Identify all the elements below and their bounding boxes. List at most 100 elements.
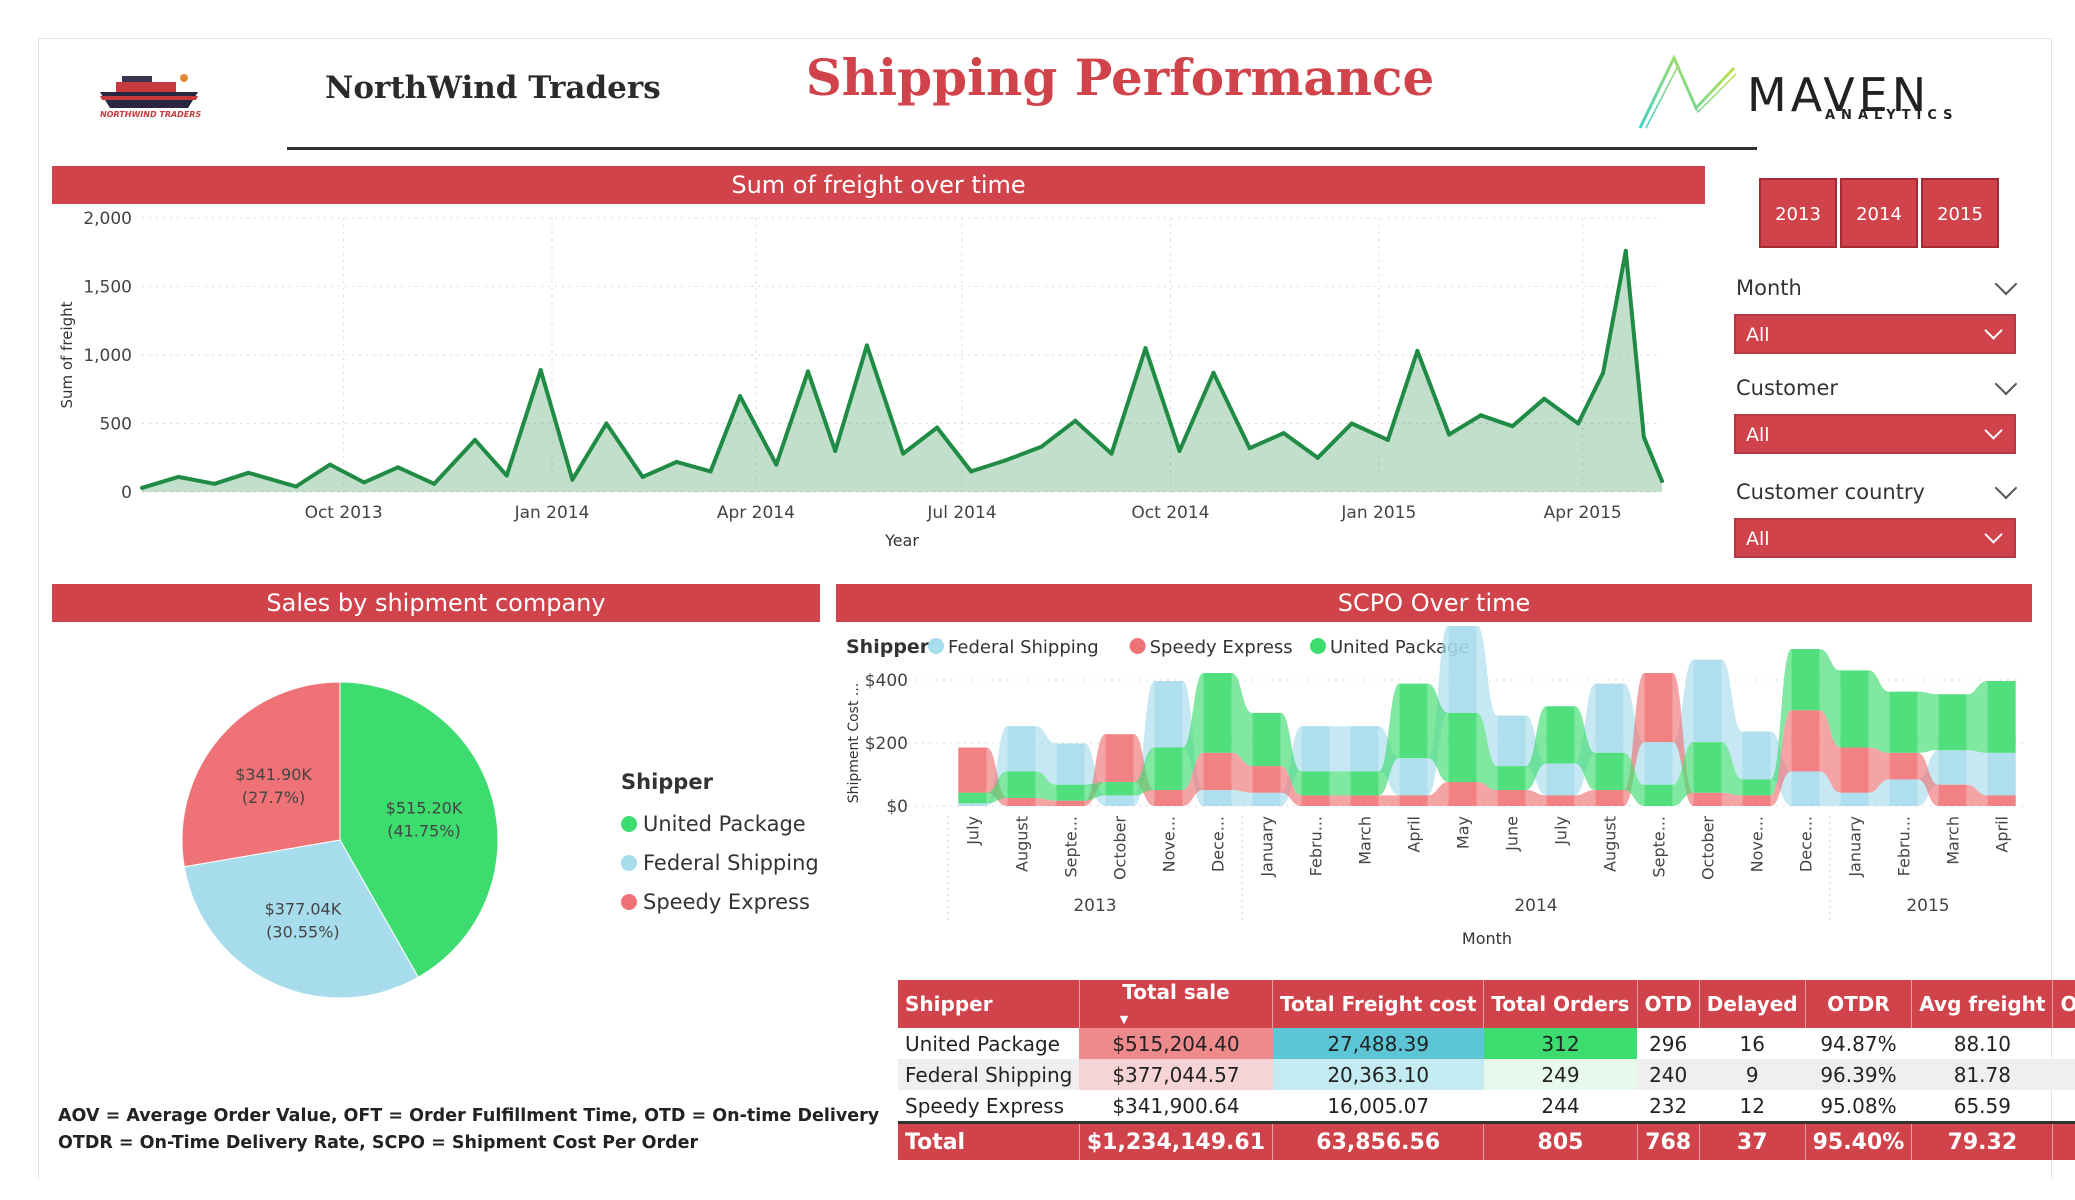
maven-logo-text: MAVEN (1747, 68, 1931, 122)
scpo-ribbon-united-package (1329, 771, 1351, 796)
pie-slice-federal-shipping (183, 839, 420, 999)
legend-dot (621, 854, 637, 871)
freight-point (432, 481, 437, 486)
scpo-ribbon-speedy-express (1280, 766, 1302, 806)
year-group-label: 2013 (1073, 896, 1116, 916)
freight-point (969, 469, 974, 474)
year-group-label: 2015 (1906, 896, 1949, 916)
scpo-ribbon-speedy-express (1378, 795, 1400, 806)
y-tick-label: 1,500 (83, 278, 132, 298)
sales-pie-chart[interactable]: $515.20K (41.75%) $377.04K (30.55%) $341.90K… (170, 670, 510, 1010)
sales-chart-title: Sales by shipment company (52, 584, 820, 622)
dashboard-frame (38, 38, 2052, 1179)
x-tick-label: Febru... (1895, 816, 1914, 876)
year-button-2015[interactable]: 2015 (1921, 178, 1999, 248)
scpo-ribbon-united-package (1427, 683, 1449, 783)
freight-point (361, 480, 366, 485)
table-cell: 96.39% (1805, 1059, 1912, 1090)
scpo-bar-speedy-express (1693, 792, 1722, 806)
month-slicer-label: Month (1736, 276, 1802, 300)
col-header-otdr[interactable]: OTDR (1805, 980, 1913, 1028)
legend-label: United Package (643, 811, 806, 836)
freight-point (640, 474, 645, 479)
freight-line-chart[interactable]: 2,000 1,500 1,000 500 0 Oct 2013 Jan 2014 Apr 2… (52, 206, 1712, 556)
table-row[interactable]: United Package $515,204.40 27,488.39 312 296… (898, 1028, 2075, 1059)
freight-chart-title: Sum of freight over time (52, 166, 1705, 204)
y-tick-label: $400 (865, 671, 908, 691)
col-header-total-sale[interactable]: Total sale ▼ (1079, 980, 1274, 1028)
total-cell: 9 (2052, 1121, 2075, 1160)
col-header-delayed[interactable]: Delayed (1699, 980, 1806, 1028)
x-tick-label: Oct 2013 (305, 503, 383, 523)
scpo-bar-federal-shipping (1105, 795, 1134, 806)
total-cell: 95.40% (1805, 1121, 1913, 1160)
pie-data-pct: (30.55%) (266, 923, 340, 942)
table-cell: 27,488.39 (1272, 1028, 1484, 1059)
customer-dropdown-value: All (1746, 424, 1770, 446)
pie-slice-united-package (339, 681, 499, 978)
scpo-ribbon-speedy-express (1770, 710, 1792, 806)
scpo-ribbon-federal-shipping (1329, 726, 1351, 772)
pie-data-pct: (41.75%) (387, 822, 461, 841)
footnote-line-2: OTDR = On-Time Delivery Rate, SCPO = Shi… (58, 1133, 699, 1153)
scpo-ribbon-federal-shipping (1721, 659, 1743, 780)
x-tick-label: Oct 2014 (1131, 503, 1209, 523)
scpo-ribbon-united-package (1280, 712, 1302, 796)
x-axis-title: Month (1462, 929, 1512, 946)
col-header-freight[interactable]: Total Freight cost (1272, 980, 1485, 1028)
scpo-ribbon-speedy-express (1917, 752, 1939, 806)
x-tick-label: April (1405, 816, 1424, 853)
freight-point (1143, 346, 1148, 351)
scpo-bar-united-package (1350, 771, 1379, 796)
total-cell: 805 (1483, 1121, 1638, 1160)
freight-point (1003, 458, 1008, 463)
table-row[interactable]: Federal Shipping $377,044.57 20,363.10 249 2… (898, 1059, 2075, 1090)
year-button-2014[interactable]: 2014 (1840, 178, 1918, 248)
pie-data-pct: (27.7%) (242, 788, 305, 807)
scpo-chart-title: SCPO Over time (836, 584, 2032, 622)
x-tick-label: January (1846, 816, 1865, 878)
scpo-ribbon-united-package (1868, 670, 1890, 753)
month-dropdown[interactable]: All (1734, 314, 2016, 354)
scpo-ribbon-federal-shipping (1966, 750, 1988, 796)
table-cell: 9 (2053, 1028, 2075, 1059)
scpo-ribbon-federal-shipping (1868, 779, 1890, 806)
col-header-otd[interactable]: OTD (1637, 980, 1700, 1028)
legend-item-federal-shipping[interactable]: Federal Shipping (621, 843, 819, 882)
scpo-ribbon-speedy-express (1966, 784, 1988, 806)
table-row[interactable]: Speedy Express $341,900.64 16,005.07 244 232… (898, 1090, 2075, 1123)
freight-point (1385, 437, 1390, 442)
scpo-bar-united-package (1987, 680, 2016, 753)
scpo-bar-federal-shipping (1595, 683, 1624, 753)
scpo-bar-federal-shipping (1056, 743, 1085, 785)
customer-dropdown[interactable]: All (1734, 414, 2016, 454)
col-header-avg-freight[interactable]: Avg freight (1911, 980, 2054, 1028)
freight-point (1247, 446, 1252, 451)
year-button-2013[interactable]: 2013 (1759, 178, 1837, 248)
table-cell: 232 (1649, 1093, 1688, 1118)
x-tick-label: July (964, 816, 983, 846)
scpo-bar-federal-shipping (1938, 750, 1967, 785)
scpo-ribbon-united-package (1084, 782, 1106, 801)
scpo-bar-speedy-express (958, 747, 987, 793)
legend-dot (1310, 638, 1326, 654)
legend-item-united-package[interactable]: United Package (621, 804, 819, 843)
freight-point (1510, 424, 1515, 429)
table-cell: Federal Shipping (898, 1059, 1080, 1090)
scpo-ribbon-united-package (1525, 706, 1547, 791)
sort-desc-icon: ▼ (1119, 1013, 1129, 1026)
country-dropdown[interactable]: All (1734, 518, 2016, 558)
scpo-bar-federal-shipping (1644, 742, 1673, 785)
table-cell: 312 (1483, 1028, 1638, 1059)
col-header-oft[interactable]: OFT (2052, 980, 2075, 1028)
legend-item-speedy-express[interactable]: Speedy Express (621, 882, 819, 921)
scpo-ribbon-federal-shipping (1231, 790, 1253, 806)
scpo-ribbon-chart[interactable]: Shipper Federal Shipping Speedy Express Uni… (836, 626, 2036, 946)
scpo-bar-speedy-express (1399, 795, 1428, 806)
scpo-bar-speedy-express (1840, 747, 1869, 793)
col-header-orders[interactable]: Total Orders (1483, 980, 1638, 1028)
col-header-shipper[interactable]: Shipper (898, 980, 1080, 1028)
page-title: Shipping Performance (805, 48, 1435, 107)
scpo-ribbon-united-package (1133, 747, 1155, 796)
table-cell: $515,204.40 (1079, 1028, 1273, 1059)
